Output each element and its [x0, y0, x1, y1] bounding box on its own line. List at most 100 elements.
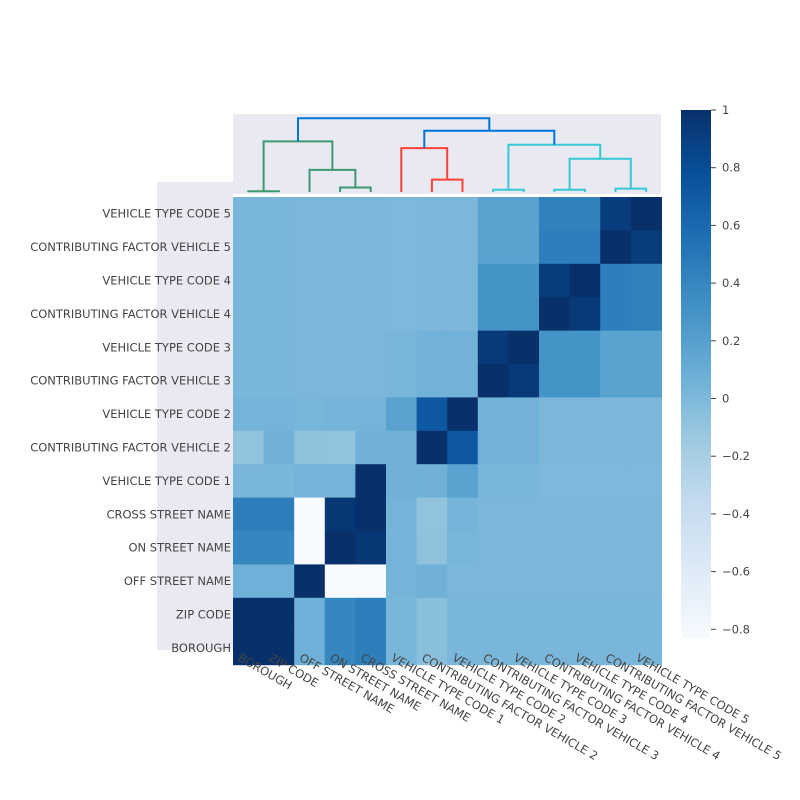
- heatmap-cell: [539, 564, 571, 599]
- heatmap-cell: [630, 531, 662, 565]
- heatmap-cell: [508, 364, 540, 398]
- heatmap-cell: [233, 430, 265, 465]
- heatmap-cell: [630, 430, 662, 465]
- y-tick-label: VEHICLE TYPE CODE 2: [102, 407, 231, 421]
- heatmap-cell: [600, 397, 632, 432]
- heatmap-cell: [324, 364, 356, 398]
- heatmap-cell: [508, 497, 540, 532]
- heatmap-cell: [600, 197, 632, 231]
- heatmap-cell: [386, 464, 418, 499]
- heatmap-cell: [447, 197, 479, 231]
- heatmap-cell: [539, 531, 571, 565]
- heatmap-cell: [324, 263, 356, 298]
- heatmap-cell: [355, 464, 387, 499]
- colorbar-tick-label: 0.4: [722, 276, 740, 290]
- heatmap-cell: [416, 364, 448, 398]
- colorbar-tick-label: −0.6: [722, 565, 750, 579]
- y-tick-label: VEHICLE TYPE CODE 1: [102, 474, 231, 488]
- heatmap-cell: [416, 531, 448, 565]
- heatmap-cell: [539, 397, 571, 432]
- heatmap-cell: [477, 464, 509, 499]
- heatmap-cell: [233, 364, 265, 398]
- colorbar-tick-label: −0.4: [722, 507, 750, 521]
- heatmap-cell: [630, 464, 662, 499]
- heatmap-cell: [233, 631, 265, 666]
- heatmap-cell: [416, 464, 448, 499]
- heatmap-cell: [324, 330, 356, 365]
- heatmap-cell: [263, 364, 295, 398]
- heatmap-cell: [355, 230, 387, 265]
- heatmap-cell: [447, 330, 479, 365]
- heatmap-cell: [416, 230, 448, 265]
- heatmap-cell: [539, 297, 571, 332]
- heatmap-cell: [416, 631, 448, 666]
- y-tick-label: CONTRIBUTING FACTOR VEHICLE 2: [30, 441, 231, 455]
- heatmap-cell: [447, 597, 479, 632]
- heatmap-cell: [263, 297, 295, 332]
- heatmap-cell: [600, 564, 632, 599]
- heatmap-cell: [416, 297, 448, 332]
- heatmap-cell: [477, 531, 509, 565]
- heatmap-cell: [386, 497, 418, 532]
- heatmap-cell: [447, 531, 479, 565]
- heatmap-cell: [386, 330, 418, 365]
- heatmap-cell: [324, 631, 356, 666]
- heatmap-cell: [508, 430, 540, 465]
- heatmap-cell: [569, 564, 601, 599]
- heatmap-cell: [355, 364, 387, 398]
- heatmap-cell: [233, 564, 265, 599]
- heatmap-cell: [233, 597, 265, 632]
- heatmap-cell: [324, 397, 356, 432]
- heatmap-cell: [508, 197, 540, 231]
- heatmap-cell: [447, 564, 479, 599]
- heatmap-cell: [294, 597, 326, 632]
- y-tick-label: VEHICLE TYPE CODE 4: [102, 274, 231, 288]
- heatmap-cell: [600, 531, 632, 565]
- y-tick-label: ZIP CODE: [176, 608, 231, 622]
- heatmap-cell: [294, 531, 326, 565]
- heatmap-cell: [508, 263, 540, 298]
- y-tick-label: CONTRIBUTING FACTOR VEHICLE 3: [30, 374, 231, 388]
- heatmap-cell: [355, 197, 387, 231]
- y-tick-label: BOROUGH: [171, 641, 231, 655]
- heatmap-cell: [355, 297, 387, 332]
- heatmap-cell: [630, 230, 662, 265]
- heatmap-cell: [386, 263, 418, 298]
- heatmap-cell: [600, 330, 632, 365]
- heatmap-cell: [447, 430, 479, 465]
- heatmap-cell: [630, 597, 662, 632]
- heatmap-cell: [324, 497, 356, 532]
- heatmap-cell: [477, 197, 509, 231]
- heatmap-cell: [324, 531, 356, 565]
- heatmap-cell: [630, 263, 662, 298]
- heatmap-cells: [233, 197, 662, 666]
- heatmap-cell: [508, 297, 540, 332]
- heatmap-cell: [630, 364, 662, 398]
- heatmap-cell: [294, 497, 326, 532]
- heatmap-cell: [477, 631, 509, 666]
- heatmap-cell: [233, 230, 265, 265]
- heatmap-cell: [477, 497, 509, 532]
- heatmap-cell: [294, 297, 326, 332]
- heatmap-cell: [416, 430, 448, 465]
- heatmap-cell: [324, 197, 356, 231]
- heatmap-cell: [569, 230, 601, 265]
- heatmap-cell: [263, 230, 295, 265]
- heatmap-cell: [386, 531, 418, 565]
- heatmap-cell: [263, 464, 295, 499]
- heatmap-cell: [569, 430, 601, 465]
- heatmap-cell: [233, 263, 265, 298]
- heatmap-cell: [355, 631, 387, 666]
- heatmap-cell: [294, 397, 326, 432]
- colorbar: 1 0.8 0.6 0.4 0.2 0 −0.2 −0.4 −0.6 −0.8: [681, 103, 750, 638]
- heatmap-cell: [294, 263, 326, 298]
- heatmap-cell: [600, 631, 632, 666]
- heatmap-cell: [569, 531, 601, 565]
- heatmap-cell: [600, 497, 632, 532]
- heatmap-cell: [508, 531, 540, 565]
- dendrogram-link: [247, 190, 280, 193]
- y-tick-label: OFF STREET NAME: [124, 574, 231, 588]
- heatmap-cell: [324, 464, 356, 499]
- heatmap-cell: [508, 631, 540, 666]
